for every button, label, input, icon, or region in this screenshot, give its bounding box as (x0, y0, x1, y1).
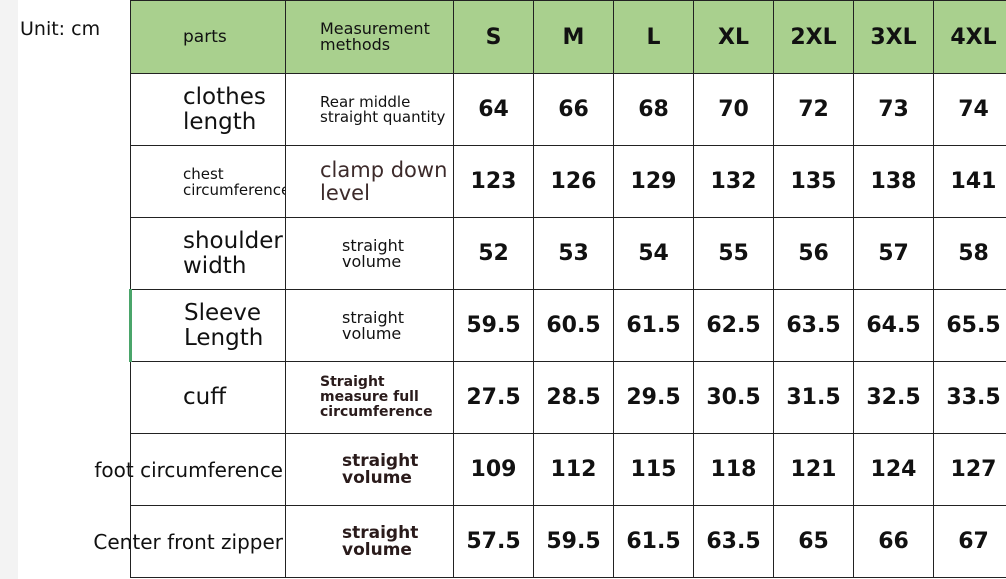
value-cell: 52 (453, 217, 534, 290)
row-part-label: cuff (130, 361, 286, 434)
value-cell: 64.5 (853, 289, 934, 362)
value-cell: 66 (853, 505, 934, 578)
value-cell: 60.5 (533, 289, 614, 362)
value-cell: 63.5 (773, 289, 854, 362)
row-part-cell: Center front zipper (93, 505, 286, 578)
row-method-label: Rear middle straight quantity (285, 73, 454, 146)
value-cell: 28.5 (533, 361, 614, 434)
value-cell: 138 (853, 145, 934, 218)
value-cell: 58 (933, 217, 1006, 290)
value-cell: 29.5 (613, 361, 694, 434)
header-size-xl: XL (693, 0, 774, 74)
header-row: parts Measurement methods S M L XL 2XL 3… (130, 0, 1006, 74)
value-cell: 127 (933, 433, 1006, 506)
value-cell: 112 (533, 433, 614, 506)
value-cell: 57 (853, 217, 934, 290)
table-row: cuff Straight measure full circumference… (130, 361, 1006, 434)
value-cell: 56 (773, 217, 854, 290)
value-cell: 121 (773, 433, 854, 506)
value-cell: 74 (933, 73, 1006, 146)
value-cell: 141 (933, 145, 1006, 218)
value-cell: 72 (773, 73, 854, 146)
value-cell: 62.5 (693, 289, 774, 362)
row-part-label: clothes length (130, 73, 286, 146)
value-cell: 65.5 (933, 289, 1006, 362)
value-cell: 126 (533, 145, 614, 218)
row-part-label: shoulder width (130, 217, 286, 290)
value-cell: 55 (693, 217, 774, 290)
row-method-label: straight volume (285, 433, 454, 506)
value-cell: 73 (853, 73, 934, 146)
table-row: shoulder width straight volume 52 53 54 … (130, 217, 1006, 290)
value-cell: 32.5 (853, 361, 934, 434)
header-size-s: S (453, 0, 534, 74)
table-row: chest circumference clamp down level 123… (130, 145, 1006, 218)
value-cell: 53 (533, 217, 614, 290)
value-cell: 135 (773, 145, 854, 218)
value-cell: 30.5 (693, 361, 774, 434)
row-part-label: Sleeve Length (129, 289, 286, 362)
value-cell: 115 (613, 433, 694, 506)
table-row: Center front zipper straight volume 57.5… (93, 505, 1006, 578)
value-cell: 65 (773, 505, 854, 578)
value-cell: 109 (453, 433, 534, 506)
header-size-3xl: 3XL (853, 0, 934, 74)
row-part-cell: foot circumference (94, 433, 286, 506)
header-size-m: M (533, 0, 614, 74)
value-cell: 118 (693, 433, 774, 506)
value-cell: 132 (693, 145, 774, 218)
header-parts: parts (130, 0, 286, 74)
value-cell: 59.5 (453, 289, 534, 362)
value-cell: 123 (453, 145, 534, 218)
row-method-label: straight volume (285, 217, 454, 290)
row-method-label: clamp down level (285, 145, 454, 218)
value-cell: 61.5 (613, 289, 694, 362)
value-cell: 129 (613, 145, 694, 218)
value-cell: 66 (533, 73, 614, 146)
header-size-4xl: 4XL (933, 0, 1006, 74)
value-cell: 61.5 (613, 505, 694, 578)
value-cell: 59.5 (533, 505, 614, 578)
row-part-label: chest circumference (130, 145, 286, 218)
value-cell: 70 (693, 73, 774, 146)
value-cell: 31.5 (773, 361, 854, 434)
value-cell: 68 (613, 73, 694, 146)
row-method-label: Straight measure full circumference (285, 361, 454, 434)
table-row: clothes length Rear middle straight quan… (130, 73, 1006, 146)
header-method: Measurement methods (285, 0, 454, 74)
table-row: foot circumference straight volume 109 1… (94, 433, 1006, 506)
value-cell: 54 (613, 217, 694, 290)
row-method-label: straight volume (285, 505, 454, 578)
value-cell: 33.5 (933, 361, 1006, 434)
row-method-label: straight volume (285, 289, 454, 362)
value-cell: 64 (453, 73, 534, 146)
value-cell: 124 (853, 433, 934, 506)
value-cell: 67 (933, 505, 1006, 578)
row-part-label: foot circumference (94, 457, 283, 482)
row-part-label: Center front zipper (93, 529, 283, 554)
unit-label: Unit: cm (20, 18, 101, 40)
value-cell: 57.5 (453, 505, 534, 578)
header-size-l: L (613, 0, 694, 74)
size-chart-table: parts Measurement methods S M L XL 2XL 3… (93, 0, 1006, 578)
table-row: Sleeve Length straight volume 59.5 60.5 … (129, 289, 1006, 362)
value-cell: 63.5 (693, 505, 774, 578)
header-size-2xl: 2XL (773, 0, 854, 74)
value-cell: 27.5 (453, 361, 534, 434)
